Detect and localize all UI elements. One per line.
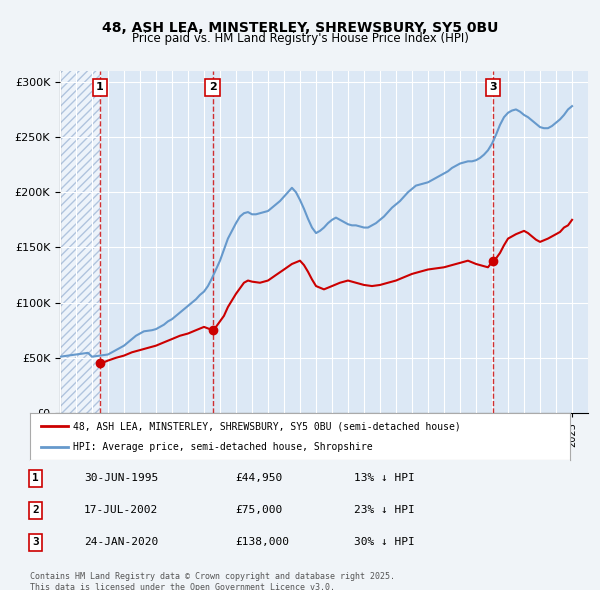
- Text: 48, ASH LEA, MINSTERLEY, SHREWSBURY, SY5 0BU (semi-detached house): 48, ASH LEA, MINSTERLEY, SHREWSBURY, SY5…: [73, 421, 461, 431]
- Bar: [60, 71, 100, 413]
- Text: 1: 1: [96, 83, 104, 93]
- Text: Contains HM Land Registry data © Crown copyright and database right 2025.
This d: Contains HM Land Registry data © Crown c…: [30, 572, 395, 590]
- Text: 23% ↓ HPI: 23% ↓ HPI: [354, 506, 415, 515]
- Text: 3: 3: [489, 83, 497, 93]
- Text: HPI: Average price, semi-detached house, Shropshire: HPI: Average price, semi-detached house,…: [73, 442, 373, 452]
- Text: £44,950: £44,950: [235, 473, 283, 483]
- Text: 2: 2: [32, 506, 39, 515]
- Text: 24-JAN-2020: 24-JAN-2020: [84, 537, 158, 548]
- Text: 48, ASH LEA, MINSTERLEY, SHREWSBURY, SY5 0BU: 48, ASH LEA, MINSTERLEY, SHREWSBURY, SY5…: [102, 21, 498, 35]
- Text: £75,000: £75,000: [235, 506, 283, 515]
- Text: Price paid vs. HM Land Registry's House Price Index (HPI): Price paid vs. HM Land Registry's House …: [131, 32, 469, 45]
- Text: 1: 1: [32, 473, 39, 483]
- Text: £138,000: £138,000: [235, 537, 289, 548]
- Text: 3: 3: [32, 537, 39, 548]
- Text: 30-JUN-1995: 30-JUN-1995: [84, 473, 158, 483]
- Text: 13% ↓ HPI: 13% ↓ HPI: [354, 473, 415, 483]
- Text: 17-JUL-2002: 17-JUL-2002: [84, 506, 158, 515]
- Text: 30% ↓ HPI: 30% ↓ HPI: [354, 537, 415, 548]
- Text: 2: 2: [209, 83, 217, 93]
